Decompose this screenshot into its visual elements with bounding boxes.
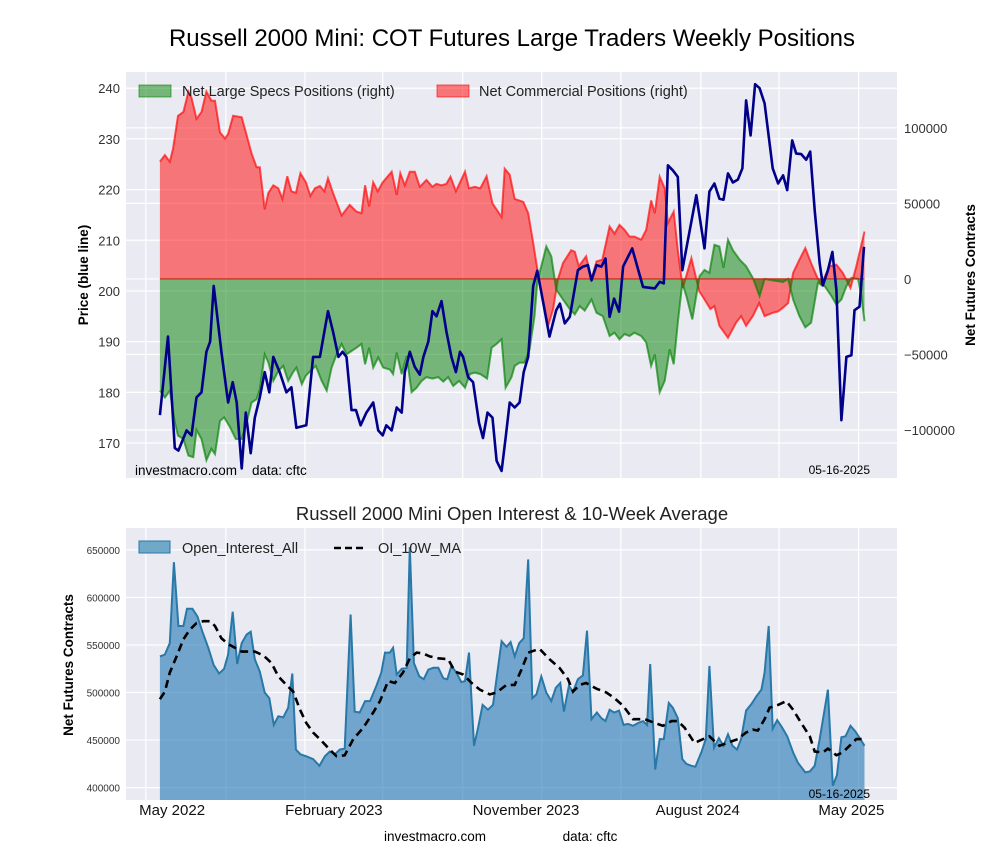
price-tick-label: 180	[98, 385, 120, 400]
date-tick-label: August 2024	[656, 802, 740, 819]
open-interest-tick-label: 500000	[87, 689, 121, 700]
open-interest-tick-label: 650000	[87, 546, 121, 557]
open-interest-series	[158, 546, 866, 800]
specs-area	[159, 239, 865, 461]
watermark-source: investmacro.com	[135, 463, 237, 478]
legend-swatch-open-interest	[138, 540, 171, 554]
specs-line	[159, 236, 866, 464]
footer-source: investmacro.com	[384, 829, 486, 844]
positions-legend: Net Large Specs Positions (right) Net Co…	[138, 84, 688, 100]
footer-data: data: cftc	[563, 829, 618, 844]
date-tick-label: May 2025	[818, 802, 884, 819]
open-interest-tick-label: 600000	[87, 593, 121, 604]
report-date-bottom: 05-16-2025	[809, 787, 871, 801]
price-tick-label: 170	[98, 436, 120, 451]
contracts-tick-label: 0	[904, 272, 911, 287]
legend-label-open-interest: Open_Interest_All	[182, 541, 298, 557]
legend-swatch-specs	[138, 84, 172, 98]
contracts-tick-label: −50000	[904, 347, 948, 362]
legend-label-commercial: Net Commercial Positions (right)	[479, 84, 688, 100]
price-axis-label: Price (blue line)	[76, 225, 91, 326]
date-tick-label: February 2023	[285, 802, 383, 819]
open-interest-ticks: 400000 450000 500000 550000 600000 650000 May …	[87, 546, 885, 819]
price-line	[158, 82, 866, 473]
open-interest-axis-label: Net Futures Contracts	[61, 594, 76, 736]
open-interest-chart-title: Russell 2000 Mini Open Interest & 10-Wee…	[296, 503, 728, 524]
price-tick-label: 230	[98, 132, 120, 147]
date-tick-label: November 2023	[473, 802, 580, 819]
price-tick-label: 190	[98, 335, 120, 350]
ma-10w-line	[158, 619, 865, 758]
commercial-line	[159, 88, 866, 340]
positions-plot: 170 180 190 200 210 220 230 240 −100000 −50000 0 50…	[76, 72, 978, 478]
open-interest-tick-label: 550000	[87, 641, 121, 652]
report-date-top: 05-16-2025	[809, 463, 871, 477]
legend-label-ma: OI_10W_MA	[378, 541, 461, 557]
price-tick-label: 210	[98, 233, 120, 248]
legend-swatch-commercial	[436, 84, 470, 98]
open-interest-line	[159, 546, 866, 787]
net-contracts-axis-label-right: Net Futures Contracts	[963, 204, 978, 346]
open-interest-legend: Open_Interest_All OI_10W_MA	[138, 540, 461, 557]
contracts-tick-label: 100000	[904, 121, 947, 136]
open-interest-tick-label: 450000	[87, 736, 121, 747]
commercial-area	[159, 91, 865, 338]
positions-series	[158, 82, 866, 473]
contracts-tick-label: −100000	[904, 423, 955, 438]
open-interest-area	[159, 547, 865, 800]
watermark-data: data: cftc	[252, 463, 307, 478]
open-interest-plot: 400000 450000 500000 550000 600000 650000 May …	[61, 528, 897, 819]
price-tick-label: 200	[98, 284, 120, 299]
price-tick-label: 220	[98, 183, 120, 198]
contracts-tick-label: 50000	[904, 196, 940, 211]
open-interest-tick-label: 400000	[87, 784, 121, 795]
price-tick-label: 240	[98, 81, 120, 96]
main-chart-title: Russell 2000 Mini: COT Futures Large Tra…	[169, 25, 855, 52]
date-tick-label: May 2022	[139, 802, 205, 819]
positions-ticks: 170 180 190 200 210 220 230 240 −100000 −50000 0 50…	[98, 81, 955, 451]
legend-label-specs: Net Large Specs Positions (right)	[182, 84, 395, 100]
